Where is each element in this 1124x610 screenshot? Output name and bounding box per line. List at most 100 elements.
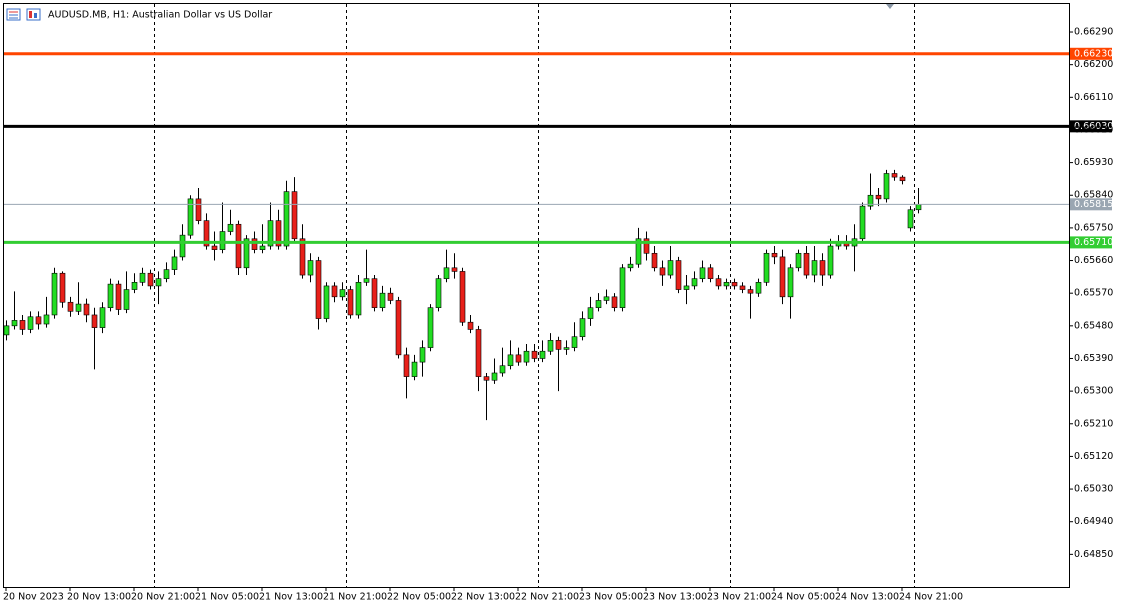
candle-body — [827, 245, 834, 276]
y-tick-label: 0.66290 — [1074, 27, 1113, 38]
candle-body — [203, 220, 210, 247]
x-tick-label: 20 Nov 13:00 — [67, 592, 131, 603]
candle-body — [723, 282, 730, 287]
candle-body — [811, 260, 818, 276]
candle-body — [307, 260, 314, 276]
y-tick-label: 0.66110 — [1074, 92, 1113, 103]
price-level-label: 0.65710 — [1074, 237, 1113, 248]
candle-body — [507, 354, 514, 367]
candle-body — [379, 292, 386, 308]
y-tick-label: 0.64850 — [1074, 549, 1113, 560]
candle-body — [483, 376, 490, 381]
candle-body — [99, 307, 106, 328]
candle-body — [243, 238, 250, 269]
candle-body — [83, 303, 90, 316]
candle-body — [691, 278, 698, 287]
candle-body — [371, 278, 378, 308]
candle-body — [467, 321, 474, 330]
candle-body — [179, 234, 186, 258]
candle-body — [907, 209, 914, 229]
candle-body — [475, 329, 482, 377]
candle-body — [331, 285, 338, 298]
candle-body — [515, 354, 522, 363]
candle-body — [147, 272, 154, 287]
y-tick-label: 0.65120 — [1074, 451, 1113, 462]
candle-body — [627, 263, 634, 269]
candle-body — [547, 340, 554, 352]
y-tick-label: 0.65390 — [1074, 353, 1113, 364]
candle-body — [763, 252, 770, 283]
candle-body — [35, 316, 42, 325]
x-tick-label: 22 Nov 05:00 — [387, 592, 451, 603]
candle-body — [611, 296, 618, 308]
candle-body — [891, 173, 898, 178]
candle-body — [211, 245, 218, 250]
candle-body — [859, 205, 866, 240]
candle-body — [491, 372, 498, 381]
toolbar-icons — [6, 8, 41, 21]
candle-body — [747, 289, 754, 294]
candle-body — [139, 272, 146, 283]
candle-body — [219, 231, 226, 250]
candle-body — [731, 282, 738, 287]
candle-body — [3, 325, 10, 336]
candle-body — [115, 283, 122, 310]
candle-body — [539, 350, 546, 359]
candle-body — [227, 223, 234, 232]
x-tick-label: 22 Nov 13:00 — [451, 592, 515, 603]
candle-body — [51, 272, 58, 316]
candle-body — [867, 194, 874, 207]
candle-body — [819, 260, 826, 276]
y-tick-label: 0.66020 — [1074, 124, 1113, 135]
y-tick-label: 0.65570 — [1074, 288, 1113, 299]
x-tick-label: 21 Nov 13:00 — [259, 592, 323, 603]
candle-body — [251, 238, 258, 250]
candle-body — [675, 260, 682, 290]
candle-body — [11, 320, 18, 327]
candle-body — [67, 301, 74, 312]
candle-body — [291, 191, 298, 240]
candle-body — [19, 320, 26, 330]
y-tick-label: 0.66200 — [1074, 59, 1113, 70]
candle-body — [643, 238, 650, 254]
x-tick-label: 24 Nov 05:00 — [771, 592, 835, 603]
candle-body — [699, 267, 706, 279]
candle-body — [339, 289, 346, 298]
y-tick-label: 0.65930 — [1074, 157, 1113, 168]
price-level-tag — [1070, 236, 1112, 249]
candle-body — [43, 314, 50, 325]
x-tick-label: 20 Nov 2023 — [3, 592, 64, 603]
candle-body — [531, 350, 538, 359]
y-tick-label: 0.65660 — [1074, 255, 1113, 266]
candle-body — [267, 220, 274, 247]
candle-body — [603, 296, 610, 301]
price-level-label: 0.66230 — [1074, 48, 1113, 59]
candles — [3, 169, 922, 421]
candle-body — [59, 272, 66, 303]
candle-body — [571, 336, 578, 348]
candle-body — [163, 269, 170, 279]
period-separators — [154, 4, 915, 587]
candle-body — [155, 278, 162, 287]
candle-body — [107, 283, 114, 308]
x-tick-label: 21 Nov 21:00 — [323, 592, 387, 603]
candle-body — [715, 278, 722, 287]
price-level-tag — [1070, 198, 1112, 211]
candle-body — [387, 292, 394, 301]
candle-body — [803, 252, 810, 276]
candle-body — [707, 267, 714, 279]
candle-body — [883, 173, 890, 200]
candle-body — [667, 260, 674, 276]
shift-marker — [886, 4, 894, 9]
x-tick-label: 20 Nov 21:00 — [131, 592, 195, 603]
candle-body — [619, 267, 626, 308]
candle-body — [299, 238, 306, 276]
x-tick-label: 21 Nov 05:00 — [195, 592, 259, 603]
candle-body — [411, 361, 418, 377]
plot-frame — [3, 3, 1070, 588]
candle-body — [771, 252, 778, 258]
candle-body — [683, 285, 690, 290]
levels: 0.66230 0.66030 0.65815 0.65710 — [4, 47, 1113, 249]
candle-body — [555, 340, 562, 350]
candle-body — [91, 314, 98, 328]
